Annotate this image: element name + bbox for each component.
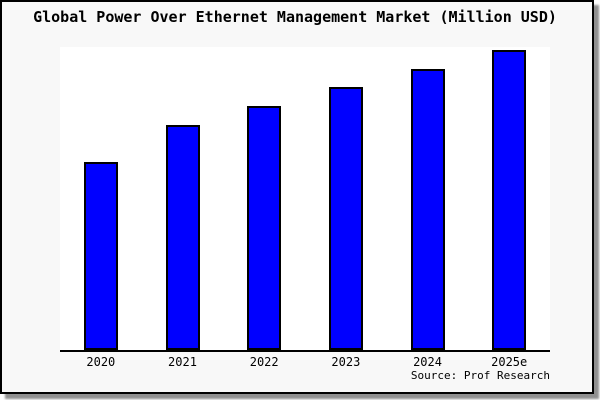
bar-2024 [410,69,445,350]
bar-2023 [328,87,363,350]
bar-slot-2021 [142,47,224,350]
bar-2022 [247,106,282,350]
x-axis-labels: 2020 2021 2022 2023 2024 2025e [60,355,550,369]
x-tick-label-2024: 2024 [413,355,442,369]
x-tick-label-2023: 2023 [331,355,361,369]
bar-slot-2020 [60,47,142,350]
bar-slot-2023 [305,47,387,350]
bar-slot-2022 [223,47,305,350]
x-tick-label-2022: 2022 [249,355,279,369]
chart-card: Global Power Over Ethernet Management Ma… [0,0,594,394]
plot-area [60,47,550,352]
bar-slot-2024 [387,47,469,350]
chart-title: Global Power Over Ethernet Management Ma… [33,8,557,26]
bar-2021 [165,125,200,350]
x-tick-label-2021: 2021 [168,355,197,369]
bar-2025e [492,50,527,350]
bar-slot-2025e [468,47,550,350]
x-tick-label-2025e: 2025e [491,355,528,369]
bar-2020 [83,162,118,350]
source-note: Source: Prof Research [410,369,550,382]
x-tick-label-2020: 2020 [86,355,116,369]
